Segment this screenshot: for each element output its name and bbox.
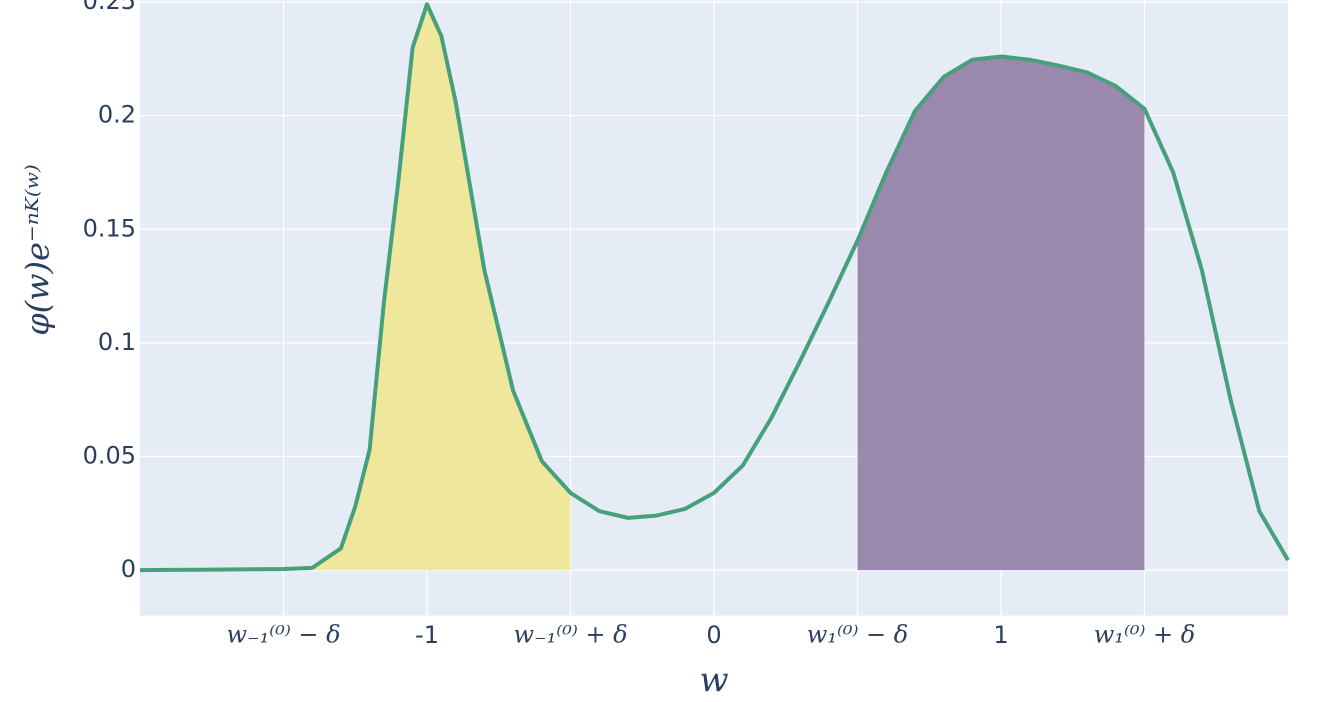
- x-tick-label: 0: [706, 621, 721, 649]
- y-tick-label: 0: [121, 555, 136, 583]
- y-tick-label: 0.05: [83, 442, 136, 470]
- x-tick-label: w₋₁⁽⁰⁾ + δ: [513, 621, 627, 649]
- shaded-area: [283, 4, 571, 571]
- y-axis-label: φ(w)e⁻ⁿᴷ⁽ʷ⁾: [19, 164, 57, 336]
- x-tick-label: w₁⁽⁰⁾ − δ: [807, 621, 908, 649]
- curve: [139, 2, 1290, 573]
- x-tick-label: w₋₁⁽⁰⁾ − δ: [226, 621, 340, 649]
- x-tick-label: 1: [993, 621, 1008, 649]
- x-axis-label: w: [699, 660, 728, 700]
- y-tick-label: 0.2: [98, 101, 136, 129]
- x-tick-label: w₁⁽⁰⁾ + δ: [1094, 621, 1195, 649]
- shaded-area: [857, 56, 1145, 571]
- x-tick-label: -1: [415, 621, 439, 649]
- y-tick-label: 0.25: [83, 0, 136, 15]
- y-tick-label: 0.15: [83, 214, 136, 242]
- y-tick-label: 0.1: [98, 328, 136, 356]
